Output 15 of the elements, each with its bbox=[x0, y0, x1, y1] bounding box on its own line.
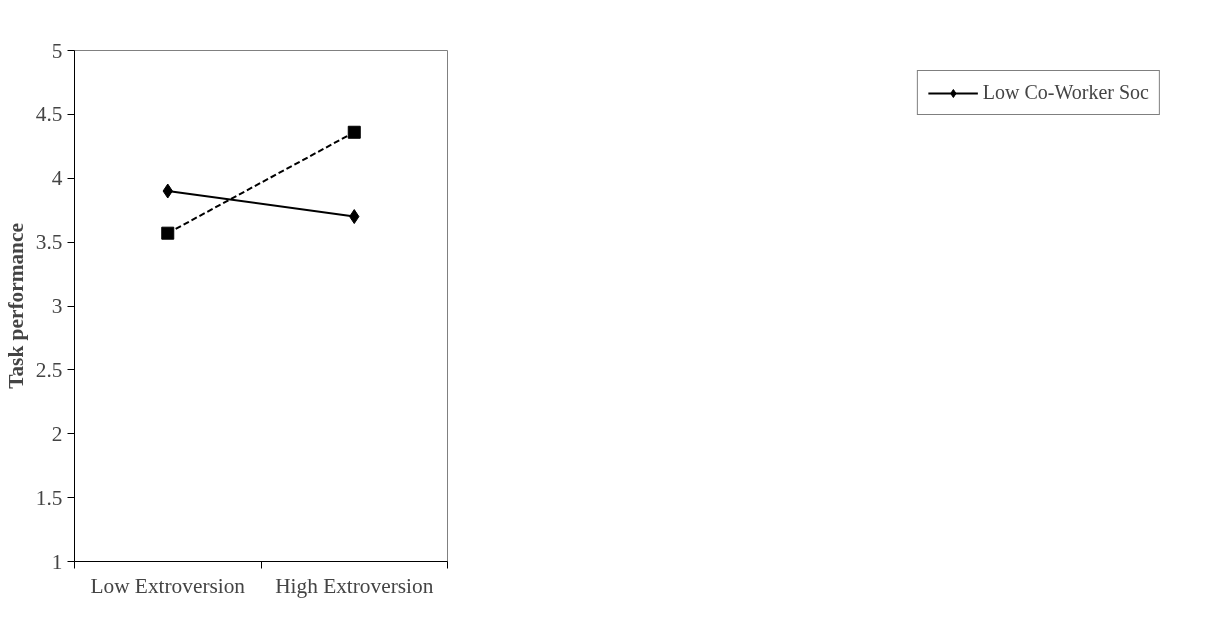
y-tick-label: 2 bbox=[51, 421, 63, 446]
y-tick-label: 4.5 bbox=[35, 102, 63, 127]
y-tick-label: 1.5 bbox=[35, 485, 63, 510]
point bbox=[347, 125, 361, 139]
x-tick-label: Low Extroversion bbox=[90, 573, 246, 598]
point bbox=[161, 226, 175, 240]
y-tick-label: 4 bbox=[51, 166, 63, 191]
y-tick-label: 1 bbox=[51, 549, 63, 574]
y-tick-label: 2.5 bbox=[35, 357, 63, 382]
y-tick-label: 3 bbox=[51, 294, 63, 318]
x-tick-label: High Extroversion bbox=[275, 573, 434, 598]
y-tick-label: 3.5 bbox=[35, 230, 63, 255]
legend-label: Low Co-Worker Soc bbox=[982, 81, 1149, 104]
y-tick-label: 5 bbox=[51, 38, 63, 63]
y-axis-title: Task performance bbox=[3, 223, 28, 389]
